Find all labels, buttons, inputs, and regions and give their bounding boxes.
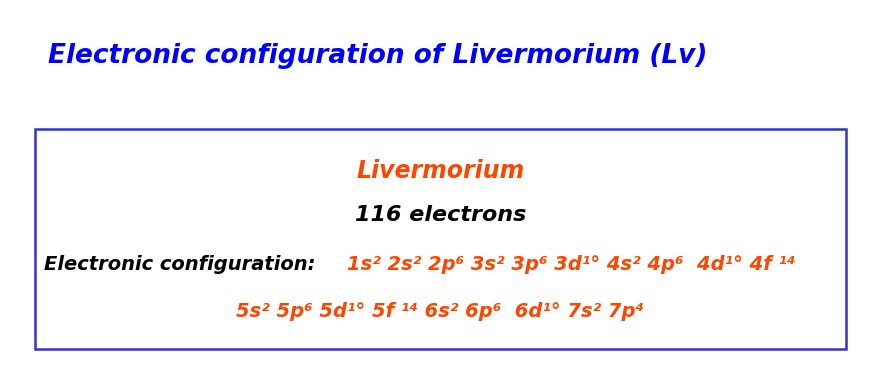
Text: 1s² 2s² 2p⁶ 3s² 3p⁶ 3d¹° 4s² 4p⁶  4d¹° 4f ¹⁴: 1s² 2s² 2p⁶ 3s² 3p⁶ 3d¹° 4s² 4p⁶ 4d¹° 4f… <box>347 255 795 275</box>
Text: 5s² 5p⁶ 5d¹° 5f ¹⁴ 6s² 6p⁶  6d¹° 7s² 7p⁴: 5s² 5p⁶ 5d¹° 5f ¹⁴ 6s² 6p⁶ 6d¹° 7s² 7p⁴ <box>236 301 644 321</box>
Text: Livermorium: Livermorium <box>356 159 524 183</box>
Text: Electronic configuration:: Electronic configuration: <box>44 255 321 275</box>
Text: 116 electrons: 116 electrons <box>355 205 525 225</box>
FancyBboxPatch shape <box>35 129 845 349</box>
Text: Electronic configuration of Livermorium (Lv): Electronic configuration of Livermorium … <box>48 43 707 69</box>
